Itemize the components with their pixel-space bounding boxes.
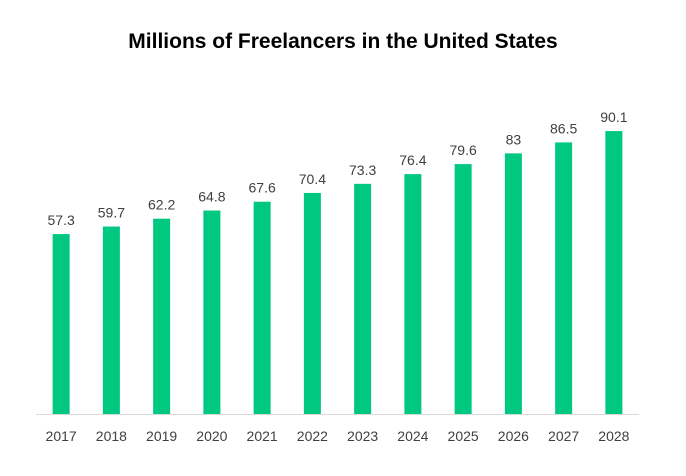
x-tick-label-2017: 2017: [46, 428, 77, 444]
x-tick-label-2021: 2021: [247, 428, 278, 444]
data-label-2017: 57.3: [48, 212, 75, 228]
data-label-2024: 76.4: [399, 152, 426, 168]
bars-group: [52, 131, 623, 414]
data-label-2018: 59.7: [98, 205, 125, 221]
x-tick-label-2024: 2024: [397, 428, 428, 444]
data-label-2021: 67.6: [249, 180, 276, 196]
data-label-2028: 90.1: [600, 109, 627, 125]
bar-2018: [102, 226, 120, 414]
x-tick-labels-group: 2017 2018 2019 2020 2021 2022 2023 2024 2025 2026…: [46, 428, 630, 444]
data-label-2020: 64.8: [198, 189, 225, 205]
x-tick-label-2025: 2025: [448, 428, 479, 444]
x-tick-label-2027: 2027: [548, 428, 579, 444]
bar-2025: [454, 164, 472, 414]
bar-2028: [605, 131, 623, 414]
data-label-2025: 79.6: [450, 142, 477, 158]
bar-2019: [153, 218, 171, 414]
bar-2024: [404, 174, 422, 414]
data-label-2023: 73.3: [349, 162, 376, 178]
x-tick-label-2022: 2022: [297, 428, 328, 444]
data-label-2027: 86.5: [550, 120, 577, 136]
x-tick-label-2026: 2026: [498, 428, 529, 444]
x-tick-label-2018: 2018: [96, 428, 127, 444]
data-label-2019: 62.2: [148, 197, 175, 213]
value-labels-group: 57.3 59.7 62.2 64.8 67.6 70.4 73.3 76.4 79.6 83 86…: [48, 109, 628, 228]
bar-2023: [354, 183, 372, 414]
x-tick-label-2023: 2023: [347, 428, 378, 444]
bar-2020: [203, 210, 221, 414]
x-tick-label-2028: 2028: [598, 428, 629, 444]
bar-2026: [504, 153, 522, 414]
chart-title: Millions of Freelancers in the United St…: [128, 30, 558, 53]
data-label-2026: 83: [506, 131, 522, 147]
x-tick-label-2020: 2020: [196, 428, 227, 444]
x-tick-label-2019: 2019: [146, 428, 177, 444]
bar-2022: [303, 192, 321, 414]
bar-2017: [52, 234, 70, 414]
bar-2027: [555, 142, 573, 414]
bar-2021: [253, 201, 271, 414]
data-label-2022: 70.4: [299, 171, 326, 187]
